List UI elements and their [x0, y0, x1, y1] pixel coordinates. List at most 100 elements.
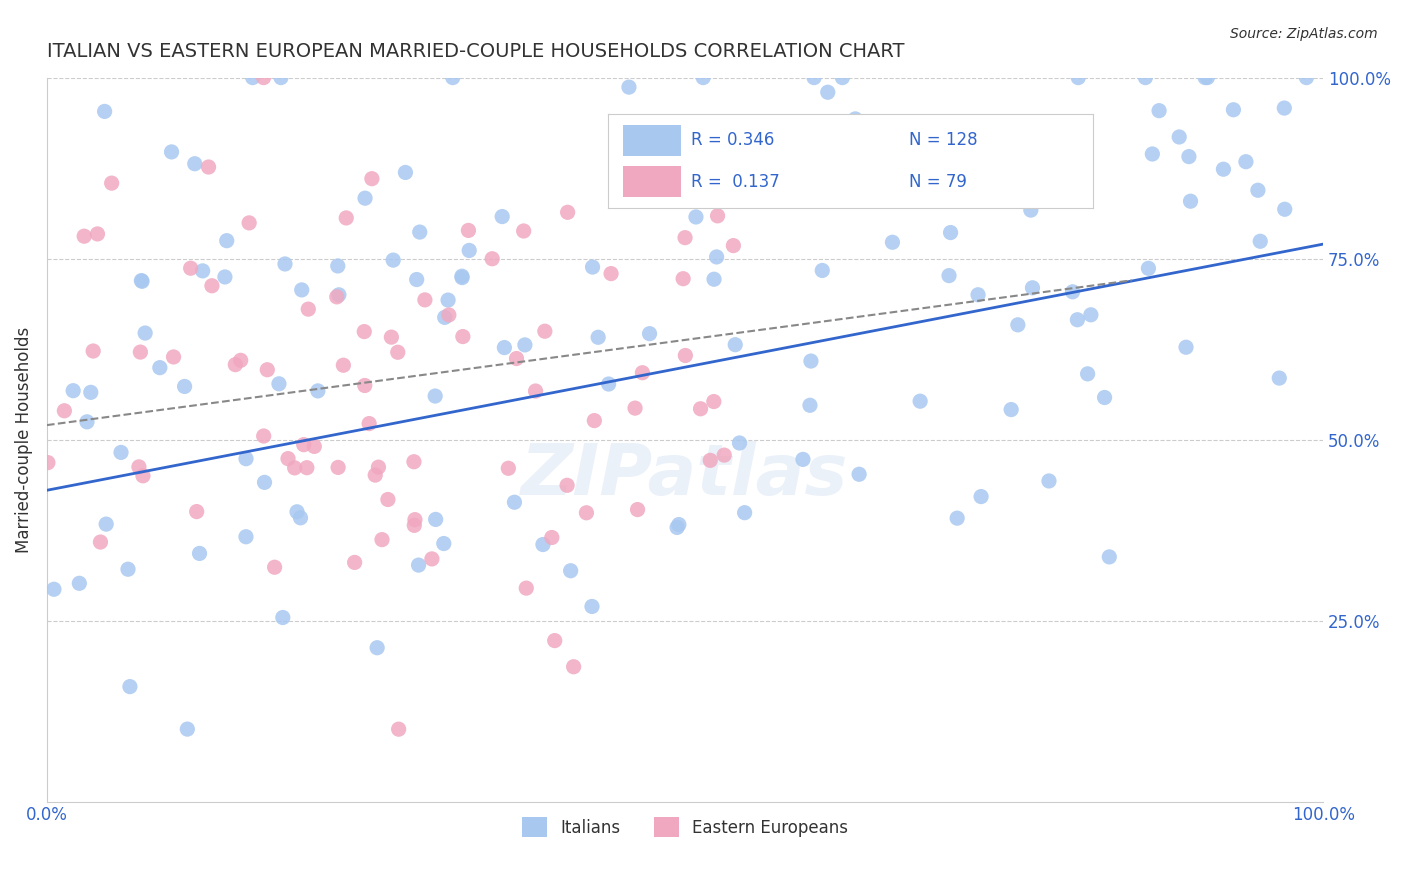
- Eastern Europeans: [699, 453, 721, 467]
- Eastern Europeans: [335, 211, 357, 225]
- Eastern Europeans: [631, 366, 654, 380]
- Italians: [451, 269, 474, 284]
- Eastern Europeans: [404, 513, 426, 527]
- Italians: [581, 260, 603, 274]
- Eastern Europeans: [544, 633, 567, 648]
- Italians: [692, 70, 714, 85]
- Italians: [1067, 70, 1090, 85]
- Italians: [405, 272, 427, 286]
- Italians: [586, 330, 609, 344]
- Eastern Europeans: [180, 261, 202, 276]
- Italians: [62, 384, 84, 398]
- Eastern Europeans: [201, 278, 224, 293]
- Italians: [131, 274, 153, 288]
- Eastern Europeans: [100, 176, 122, 190]
- Eastern Europeans: [380, 330, 402, 344]
- Italians: [1019, 193, 1042, 207]
- Italians: [267, 376, 290, 391]
- Italians: [117, 562, 139, 576]
- Italians: [437, 293, 460, 307]
- Eastern Europeans: [186, 505, 208, 519]
- Italians: [1000, 402, 1022, 417]
- Eastern Europeans: [197, 160, 219, 174]
- Eastern Europeans: [404, 518, 426, 533]
- Italians: [1295, 70, 1317, 85]
- Italians: [394, 165, 416, 179]
- Italians: [491, 210, 513, 224]
- Italians: [134, 326, 156, 340]
- Italians: [803, 70, 825, 85]
- Italians: [307, 384, 329, 398]
- Eastern Europeans: [515, 581, 537, 595]
- Eastern Europeans: [132, 468, 155, 483]
- Italians: [1274, 202, 1296, 217]
- Italians: [724, 337, 747, 351]
- Eastern Europeans: [562, 659, 585, 673]
- Text: ZIPatlas: ZIPatlas: [522, 442, 849, 510]
- Italians: [76, 415, 98, 429]
- Italians: [354, 191, 377, 205]
- Eastern Europeans: [706, 209, 728, 223]
- Eastern Europeans: [252, 70, 274, 85]
- Italians: [1168, 130, 1191, 145]
- Eastern Europeans: [162, 350, 184, 364]
- Eastern Europeans: [326, 460, 349, 475]
- Italians: [131, 274, 153, 288]
- Eastern Europeans: [292, 438, 315, 452]
- Italians: [1197, 70, 1219, 85]
- Italians: [844, 112, 866, 126]
- Italians: [433, 536, 456, 550]
- Eastern Europeans: [498, 461, 520, 475]
- Italians: [706, 250, 728, 264]
- Italians: [253, 475, 276, 490]
- Italians: [598, 377, 620, 392]
- Italians: [946, 511, 969, 525]
- Eastern Europeans: [387, 345, 409, 359]
- Eastern Europeans: [557, 205, 579, 219]
- Italians: [970, 490, 993, 504]
- Italians: [503, 495, 526, 509]
- Italians: [792, 452, 814, 467]
- Italians: [270, 70, 292, 85]
- Italians: [291, 283, 314, 297]
- Italians: [1094, 391, 1116, 405]
- Italians: [1194, 70, 1216, 85]
- Italians: [831, 70, 853, 85]
- Eastern Europeans: [229, 353, 252, 368]
- Italians: [274, 257, 297, 271]
- Eastern Europeans: [253, 429, 276, 443]
- Italians: [1175, 340, 1198, 354]
- Eastern Europeans: [304, 439, 326, 453]
- Italians: [184, 157, 207, 171]
- Eastern Europeans: [86, 227, 108, 241]
- Italians: [728, 436, 751, 450]
- Italians: [699, 169, 721, 184]
- Eastern Europeans: [82, 344, 104, 359]
- Italians: [1268, 371, 1291, 385]
- Italians: [433, 310, 456, 325]
- Italians: [1272, 101, 1295, 115]
- Italians: [967, 287, 990, 301]
- Eastern Europeans: [371, 533, 394, 547]
- Eastern Europeans: [600, 267, 623, 281]
- Italians: [811, 263, 834, 277]
- Italians: [799, 398, 821, 412]
- Italians: [638, 326, 661, 341]
- Italians: [67, 576, 90, 591]
- Italians: [849, 152, 872, 166]
- Italians: [1080, 308, 1102, 322]
- Italians: [1249, 234, 1271, 248]
- Italians: [409, 225, 432, 239]
- Eastern Europeans: [481, 252, 503, 266]
- Eastern Europeans: [575, 506, 598, 520]
- Eastern Europeans: [53, 404, 76, 418]
- Italians: [1142, 147, 1164, 161]
- Italians: [1147, 103, 1170, 118]
- Eastern Europeans: [353, 325, 375, 339]
- Italians: [703, 272, 725, 286]
- Text: ITALIAN VS EASTERN EUROPEAN MARRIED-COUPLE HOUSEHOLDS CORRELATION CHART: ITALIAN VS EASTERN EUROPEAN MARRIED-COUP…: [46, 42, 904, 61]
- Italians: [938, 268, 960, 283]
- Eastern Europeans: [238, 216, 260, 230]
- Eastern Europeans: [583, 414, 606, 428]
- Eastern Europeans: [555, 478, 578, 492]
